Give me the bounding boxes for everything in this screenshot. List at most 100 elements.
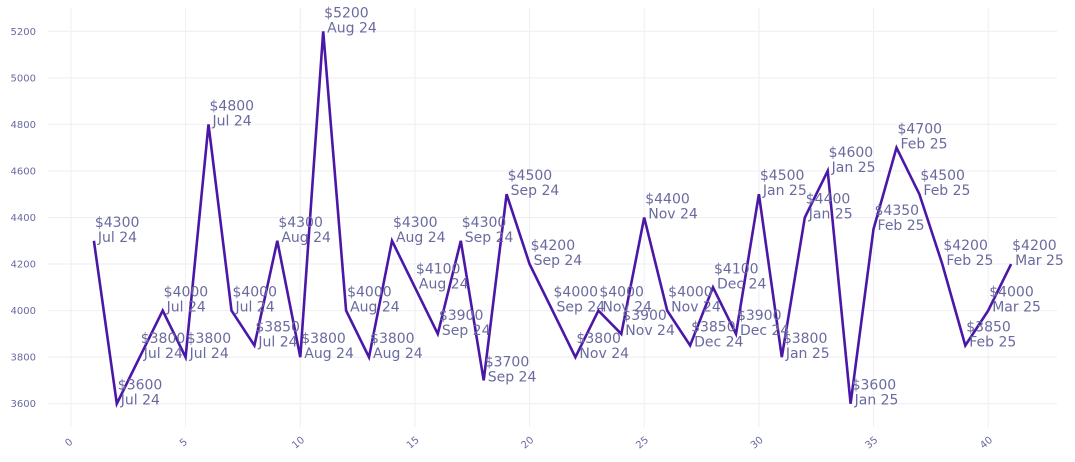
data-label: $5200 Aug 24 <box>324 5 377 36</box>
data-label-date: Aug 24 <box>396 230 446 246</box>
data-label: $4000 Jul 24 <box>164 285 209 316</box>
data-label: $3800 Aug 24 <box>301 331 354 362</box>
data-label-price: $3900 <box>737 308 782 324</box>
y-tick-label: 3600 <box>11 399 36 410</box>
data-label-price: $3800 <box>141 331 186 347</box>
data-label-date: Nov 24 <box>671 300 721 316</box>
price-series-line <box>92 31 1013 409</box>
x-tick-label: 5 <box>178 437 190 450</box>
x-tick-label: 0 <box>63 437 75 450</box>
x-axis-ticks: 0 5 10 15 20 25 30 35 40 <box>63 435 995 452</box>
data-label-price: $4350 <box>875 203 920 219</box>
data-label-price: $3900 <box>622 308 667 324</box>
data-label: $3850 Dec 24 <box>691 320 743 351</box>
data-label-price: $4700 <box>897 122 942 138</box>
y-tick-label: 5200 <box>11 27 36 38</box>
data-label-price: $4500 <box>920 168 965 184</box>
data-label-date: Mar 25 <box>1015 253 1064 269</box>
data-label-date: Jul 24 <box>189 346 229 362</box>
data-label: $3900 Nov 24 <box>622 308 675 339</box>
data-label: $4200 Feb 25 <box>943 238 993 269</box>
data-label-price: $3850 <box>255 320 300 336</box>
y-axis-ticks: 3600 3800 4000 4200 4400 4600 4800 5000 5200 <box>11 27 36 410</box>
data-label-date: Feb 25 <box>969 335 1016 351</box>
data-label: $3600 Jul 24 <box>118 378 163 409</box>
data-label-date: Nov 24 <box>625 323 675 339</box>
data-label: $4300 Aug 24 <box>393 215 446 246</box>
data-label-date: Sep 24 <box>534 253 583 269</box>
data-label-price: $3800 <box>370 331 415 347</box>
data-label: $4500 Feb 25 <box>920 168 970 199</box>
data-label: $4600 Jan 25 <box>829 145 876 176</box>
data-label-price: $4200 <box>943 238 988 254</box>
data-label-price: $3700 <box>485 354 530 370</box>
data-label-date: Jul 24 <box>212 113 252 129</box>
data-label: $3800 Jan 25 <box>783 331 830 362</box>
data-label-price: $3800 <box>783 331 828 347</box>
data-label-date: Dec 24 <box>717 276 766 292</box>
data-label: $4400 Jan 25 <box>806 192 853 223</box>
data-label: $4000 Aug 24 <box>347 285 400 316</box>
data-label-date: Sep 24 <box>511 183 560 199</box>
data-label-price: $3850 <box>966 320 1011 336</box>
data-labels: $4300 Jul 24$3600 Jul 24$3800 Jul 24$4000 Ju… <box>95 5 1064 408</box>
data-label-price: $3800 <box>187 331 232 347</box>
y-tick-label: 5000 <box>11 73 36 84</box>
data-label: $3850 Feb 25 <box>966 320 1016 351</box>
data-label: $4000 Mar 25 <box>989 285 1041 316</box>
data-label-date: Feb 25 <box>946 253 993 269</box>
grid <box>48 8 1057 427</box>
x-tick-label: 35 <box>864 435 881 452</box>
x-tick-label: 10 <box>290 435 307 452</box>
x-tick-label: 40 <box>978 435 995 452</box>
data-label-price: $4200 <box>531 238 576 254</box>
x-tick-label: 30 <box>749 435 766 452</box>
data-label-price: $4000 <box>554 285 599 301</box>
y-tick-label: 4600 <box>11 166 36 177</box>
data-label-price: $4000 <box>232 285 277 301</box>
data-label-price: $4000 <box>599 285 644 301</box>
data-label: $4200 Sep 24 <box>531 238 583 269</box>
y-tick-label: 4400 <box>11 213 36 224</box>
data-label: $3800 Jul 24 <box>187 331 232 362</box>
data-label: $3900 Dec 24 <box>737 308 789 339</box>
data-label-date: Feb 25 <box>900 137 947 153</box>
data-label-date: Aug 24 <box>373 346 423 362</box>
data-label: $4300 Aug 24 <box>278 215 331 246</box>
data-label-date: Sep 24 <box>557 300 606 316</box>
data-label-price: $4300 <box>278 215 323 231</box>
data-label-price: $3600 <box>118 378 163 394</box>
y-tick-label: 4000 <box>11 306 36 317</box>
data-label: $4700 Feb 25 <box>897 122 947 153</box>
data-label-price: $4000 <box>668 285 713 301</box>
data-label-price: $3850 <box>691 320 736 336</box>
data-label-date: Aug 24 <box>327 20 377 36</box>
data-label-price: $3800 <box>576 331 621 347</box>
data-label-date: Jul 24 <box>166 300 206 316</box>
data-label-date: Jan 25 <box>808 207 853 223</box>
y-tick-label: 4200 <box>11 260 36 271</box>
data-label: $4000 Nov 24 <box>668 285 721 316</box>
data-label-price: $4400 <box>645 192 690 208</box>
data-label-price: $4600 <box>829 145 874 161</box>
data-label: $4000 Sep 24 <box>554 285 606 316</box>
data-label-date: Jan 25 <box>854 393 899 409</box>
y-tick-label: 3800 <box>11 353 36 364</box>
data-label-date: Aug 24 <box>281 230 331 246</box>
data-label-date: Aug 24 <box>304 346 354 362</box>
data-label: $3850 Jul 24 <box>255 320 300 351</box>
data-label-date: Sep 24 <box>465 230 514 246</box>
data-label-date: Jul 24 <box>97 230 137 246</box>
data-label-price: $5200 <box>324 5 369 21</box>
data-label-date: Aug 24 <box>350 300 400 316</box>
data-label: $4500 Jan 25 <box>760 168 807 199</box>
data-label: $3800 Aug 24 <box>370 331 423 362</box>
data-label-price: $4100 <box>714 261 759 277</box>
data-label: $4200 Mar 25 <box>1012 238 1064 269</box>
data-label: $4300 Sep 24 <box>462 215 514 246</box>
data-label-price: $4000 <box>164 285 209 301</box>
data-label: $4300 Jul 24 <box>95 215 140 246</box>
data-label-date: Jan 25 <box>785 346 830 362</box>
data-label-date: Mar 25 <box>992 300 1041 316</box>
